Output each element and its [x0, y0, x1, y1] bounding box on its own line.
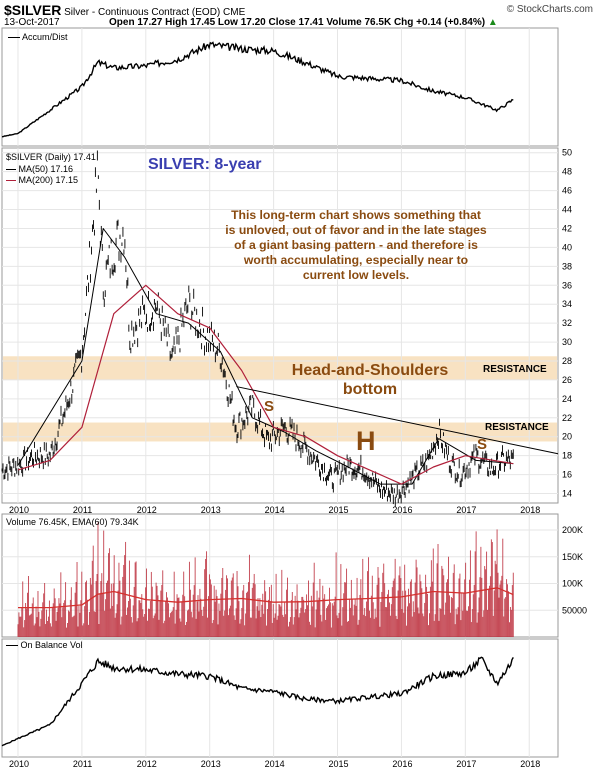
x-tick-label: 2016 — [392, 505, 412, 515]
volume-title: Volume 76.45K, EMA(60) 79.34K — [6, 517, 139, 527]
price-tick-label: 48 — [562, 167, 572, 177]
x-tick-label: 2011 — [73, 759, 92, 769]
volume-tick-label: 200K — [562, 525, 583, 535]
commentary-line: of a giant basing pattern - and therefor… — [234, 238, 478, 252]
pattern-label-line1: Head-and-Shoulders — [291, 362, 449, 379]
price-tick-label: 22 — [562, 413, 572, 423]
price-tick-label: 28 — [562, 356, 572, 366]
x-tick-label: 2010 — [9, 759, 29, 769]
ma50-legend: MA(50) 17.16 — [6, 164, 73, 174]
price-tick-label: 50 — [562, 148, 572, 158]
resistance-lower-label: RESISTANCE — [485, 422, 549, 433]
accum-dist-line — [1, 41, 514, 138]
commentary-line: worth accumulating, especially near to — [243, 253, 469, 267]
price-tick-label: 36 — [562, 280, 572, 290]
volume-title-text: Volume 76.45K, EMA(60) 79.34K — [6, 517, 139, 527]
price-tick-label: 40 — [562, 242, 572, 252]
price-tick-label: 38 — [562, 261, 572, 271]
x-tick-label: 2012 — [137, 505, 157, 515]
panel-frame — [1, 147, 559, 504]
obv-title-text: On Balance Vol — [20, 640, 83, 650]
resistance-upper-label: RESISTANCE — [483, 364, 547, 375]
price-tick-label: 24 — [562, 394, 572, 404]
obv-line — [1, 656, 514, 747]
ohlc-values: Open 17.27 High 17.45 Low 17.20 Close 17… — [109, 17, 486, 28]
obv-title: On Balance Vol — [6, 640, 83, 650]
price-tick-label: 44 — [562, 205, 572, 215]
pattern-label: Head-and-Shoulders bottom — [270, 361, 470, 399]
accum-title: Accum/Dist — [8, 32, 68, 42]
price-tick-label: 32 — [562, 318, 572, 328]
x-tick-label: 2014 — [265, 759, 285, 769]
symbol-line: $SILVER Silver - Continuous Contract (EO… — [4, 2, 245, 18]
price-title: $SILVER (Daily) 17.41 — [6, 152, 96, 162]
x-tick-label: 2013 — [201, 505, 221, 515]
x-tick-label: 2017 — [456, 505, 476, 515]
volume-tick-label: 100K — [562, 579, 583, 589]
x-tick-label: 2015 — [329, 505, 349, 515]
ma50-label: MA(50) 17.16 — [18, 164, 74, 174]
x-tick-label: 2012 — [137, 759, 157, 769]
volume-ema-line — [18, 587, 514, 609]
right-shoulder-label: S — [477, 436, 488, 453]
panel-frame — [1, 27, 559, 147]
ma200-line — [17, 284, 514, 485]
commentary-line: This long-term chart shows something tha… — [231, 208, 481, 222]
price-tick-label: 20 — [562, 432, 572, 442]
watermark: © StockCharts.com — [506, 4, 593, 15]
pattern-label-line2: bottom — [342, 381, 398, 398]
price-tick-label: 26 — [562, 375, 572, 385]
date-label: 13-Oct-2017 — [4, 17, 60, 28]
commentary-line: is unloved, out of favor and in the late… — [225, 223, 487, 237]
price-tick-label: 46 — [562, 186, 572, 196]
left-shoulder-label: S — [264, 398, 275, 415]
neckline-trendline — [236, 386, 559, 455]
x-tick-label: 2016 — [392, 759, 412, 769]
symbol: $SILVER — [4, 2, 62, 18]
volume-tick-label: 150K — [562, 552, 583, 562]
ma50-line — [17, 228, 514, 485]
chart-title-annotation: SILVER: 8-year — [148, 156, 262, 173]
price-title-text: $SILVER (Daily) 17.41 — [6, 152, 96, 162]
volume-tick-label: 50000 — [562, 605, 587, 615]
ohlc-line: Open 17.27 High 17.45 Low 17.20 Close 17… — [109, 17, 498, 28]
ma200-legend: MA(200) 17.15 — [6, 175, 78, 185]
price-tick-label: 18 — [562, 451, 572, 461]
commentary: This long-term chart shows something tha… — [196, 208, 516, 283]
x-tick-label: 2015 — [329, 759, 349, 769]
exchange: CME — [223, 7, 246, 18]
price-tick-label: 14 — [562, 489, 572, 499]
price-tick-label: 42 — [562, 223, 572, 233]
panel-frame — [1, 638, 559, 758]
price-tick-label: 30 — [562, 337, 572, 347]
x-tick-label: 2017 — [456, 759, 476, 769]
ma200-label: MA(200) 17.15 — [18, 175, 79, 185]
head-label: H — [356, 426, 376, 456]
resistance-zone — [3, 356, 557, 380]
commentary-line: current low levels. — [302, 268, 410, 282]
price-tick-label: 34 — [562, 299, 572, 309]
x-tick-label: 2011 — [73, 505, 92, 515]
x-tick-label: 2018 — [520, 505, 540, 515]
x-tick-label: 2018 — [520, 759, 540, 769]
price-tick-label: 16 — [562, 470, 572, 480]
x-tick-label: 2013 — [201, 759, 221, 769]
x-tick-label: 2010 — [9, 505, 29, 515]
chg-arrow: ▲ — [487, 17, 498, 28]
accum-title-text: Accum/Dist — [22, 32, 68, 42]
x-tick-label: 2014 — [265, 505, 285, 515]
description: Silver - Continuous Contract (EOD) — [64, 7, 221, 18]
